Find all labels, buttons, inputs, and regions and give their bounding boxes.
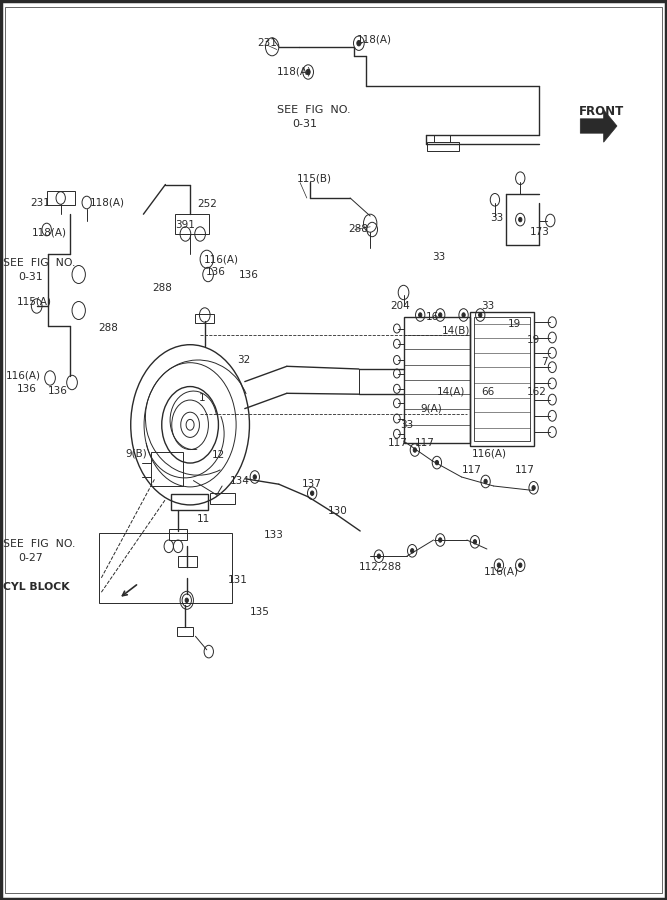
Text: 33: 33	[400, 419, 414, 430]
Text: 116(A): 116(A)	[472, 448, 507, 459]
Text: 0-31: 0-31	[19, 272, 43, 283]
Text: 162: 162	[527, 387, 547, 398]
Text: 116(A): 116(A)	[5, 370, 40, 381]
Circle shape	[439, 313, 442, 317]
Circle shape	[378, 554, 380, 558]
Text: 116(A): 116(A)	[203, 254, 238, 265]
Text: 7: 7	[542, 356, 548, 367]
Text: SEE  FIG  NO.: SEE FIG NO.	[3, 538, 76, 549]
Text: 131: 131	[228, 574, 248, 585]
Text: 12: 12	[212, 449, 225, 460]
Bar	[427, 142, 459, 151]
Circle shape	[474, 540, 476, 544]
Circle shape	[414, 448, 416, 452]
Text: 118(A): 118(A)	[32, 227, 67, 238]
Text: 117: 117	[415, 437, 435, 448]
Text: 33: 33	[490, 212, 504, 223]
Bar	[404, 317, 470, 443]
Circle shape	[306, 69, 310, 75]
Text: 288: 288	[152, 283, 172, 293]
Text: FRONT: FRONT	[579, 105, 624, 118]
Text: 112,288: 112,288	[359, 562, 402, 572]
Bar	[151, 452, 183, 486]
Text: 14(B): 14(B)	[442, 325, 470, 336]
Circle shape	[498, 563, 500, 567]
Circle shape	[419, 313, 422, 317]
Text: 136: 136	[205, 266, 225, 277]
Text: 116(A): 116(A)	[484, 566, 518, 577]
Bar	[177, 627, 193, 636]
Text: 136: 136	[239, 269, 259, 280]
Text: 33: 33	[432, 252, 446, 263]
Text: 117: 117	[388, 437, 408, 448]
Text: 32: 32	[237, 355, 250, 365]
Text: 14(A): 14(A)	[437, 386, 466, 397]
Bar	[99, 533, 232, 603]
Circle shape	[436, 461, 438, 464]
Text: 0-31: 0-31	[292, 119, 317, 130]
Text: 137: 137	[301, 479, 321, 490]
Text: 11: 11	[197, 514, 210, 525]
Text: 135: 135	[250, 607, 270, 617]
Circle shape	[253, 475, 256, 479]
Text: 118(A): 118(A)	[277, 67, 311, 77]
Text: 204: 204	[390, 301, 410, 311]
Circle shape	[439, 538, 442, 542]
Bar	[178, 556, 197, 567]
Text: 115(B): 115(B)	[297, 173, 331, 184]
Text: 19: 19	[527, 335, 540, 346]
Circle shape	[185, 598, 188, 602]
Text: 9(A): 9(A)	[420, 403, 442, 414]
Text: 115(A): 115(A)	[17, 296, 51, 307]
Text: 136: 136	[17, 383, 37, 394]
Circle shape	[479, 313, 482, 317]
Text: CYL BLOCK: CYL BLOCK	[3, 581, 70, 592]
Bar	[195, 314, 214, 323]
Bar	[470, 312, 534, 446]
Circle shape	[357, 40, 361, 46]
Circle shape	[519, 563, 522, 567]
Bar	[171, 494, 208, 510]
Text: 133: 133	[263, 529, 283, 540]
Circle shape	[532, 486, 535, 490]
Bar	[175, 214, 209, 234]
Circle shape	[519, 218, 522, 221]
Text: 66: 66	[482, 387, 495, 398]
Circle shape	[462, 313, 465, 317]
Text: 231: 231	[257, 38, 277, 49]
Text: SEE  FIG  NO.: SEE FIG NO.	[3, 257, 76, 268]
Text: 19: 19	[508, 319, 522, 329]
Text: 173: 173	[530, 227, 550, 238]
Text: 9(B): 9(B)	[125, 448, 147, 459]
Text: 118(A): 118(A)	[90, 197, 125, 208]
Text: SEE  FIG  NO.: SEE FIG NO.	[277, 104, 350, 115]
Circle shape	[411, 549, 414, 553]
Text: 117: 117	[462, 464, 482, 475]
Text: 136: 136	[48, 385, 68, 396]
Text: 33: 33	[482, 301, 495, 311]
Circle shape	[311, 491, 313, 495]
Text: 134: 134	[230, 475, 250, 486]
Text: 0-27: 0-27	[19, 553, 43, 563]
Text: 288: 288	[99, 322, 119, 333]
Text: 130: 130	[328, 506, 348, 517]
Text: 288: 288	[348, 224, 368, 235]
Text: 231: 231	[30, 197, 50, 208]
Text: 118(A): 118(A)	[357, 34, 392, 45]
Polygon shape	[580, 110, 617, 142]
Bar	[47, 191, 75, 205]
Text: 16: 16	[426, 311, 439, 322]
Text: 391: 391	[175, 220, 195, 230]
Text: 1: 1	[199, 392, 205, 403]
Text: 117: 117	[515, 464, 535, 475]
Bar	[169, 529, 187, 540]
Circle shape	[484, 480, 487, 483]
Bar	[474, 317, 530, 441]
Text: 252: 252	[197, 199, 217, 210]
Bar	[210, 493, 235, 504]
